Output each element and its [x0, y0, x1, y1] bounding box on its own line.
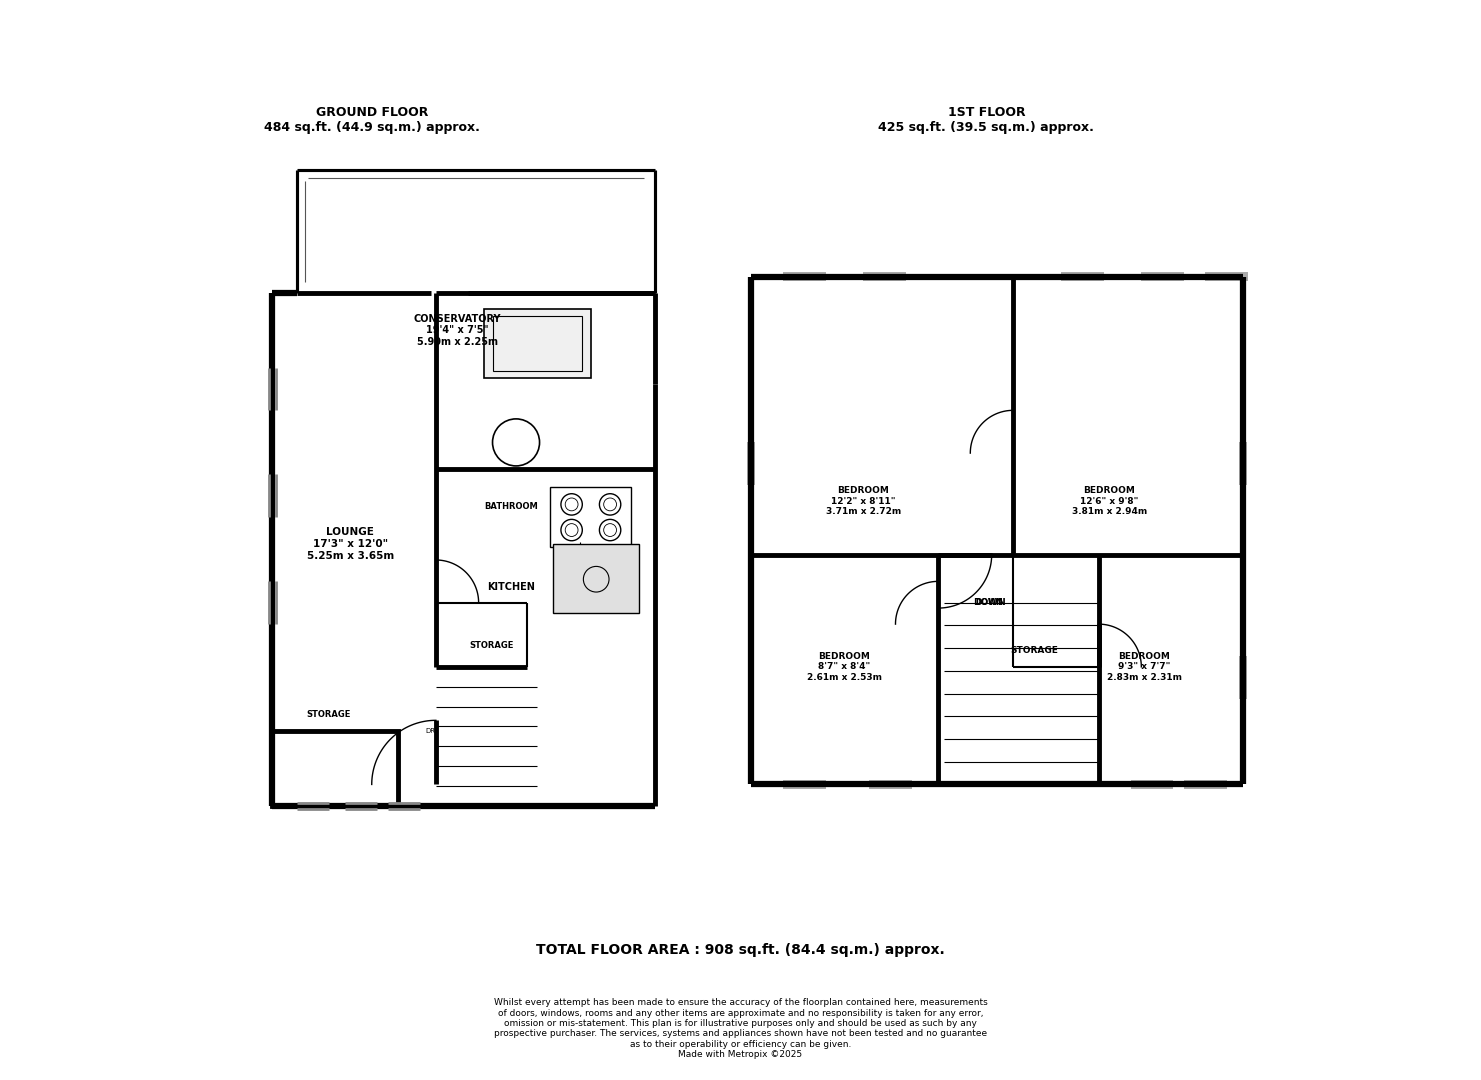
Text: BEDROOM
12'6" x 9'8"
3.81m x 2.94m: BEDROOM 12'6" x 9'8" 3.81m x 2.94m — [1072, 486, 1146, 516]
Text: TOTAL FLOOR AREA : 908 sq.ft. (84.4 sq.m.) approx.: TOTAL FLOOR AREA : 908 sq.ft. (84.4 sq.m… — [536, 943, 945, 957]
Text: BATHROOM: BATHROOM — [484, 502, 538, 511]
Text: 1ST FLOOR
425 sq.ft. (39.5 sq.m.) approx.: 1ST FLOOR 425 sq.ft. (39.5 sq.m.) approx… — [878, 106, 1094, 134]
Bar — [1185, 780, 1226, 788]
Bar — [1130, 780, 1173, 788]
Text: BEDROOM
8'7" x 8'4"
2.61m x 2.53m: BEDROOM 8'7" x 8'4" 2.61m x 2.53m — [807, 652, 881, 681]
Text: KITCHEN: KITCHEN — [487, 582, 535, 592]
Bar — [554, 544, 638, 613]
Bar — [1142, 272, 1185, 281]
Text: STORAGE: STORAGE — [1010, 646, 1059, 656]
Bar — [869, 780, 911, 788]
Bar — [1238, 657, 1247, 699]
Bar — [1062, 272, 1103, 281]
Bar — [1238, 443, 1247, 485]
Bar — [484, 309, 591, 378]
Text: CONSERVATORY
19'4" x 7'5"
5.90m x 2.25m: CONSERVATORY 19'4" x 7'5" 5.90m x 2.25m — [413, 313, 501, 347]
Bar — [551, 487, 631, 548]
Bar — [783, 272, 826, 281]
Bar — [783, 780, 826, 788]
Bar — [863, 272, 906, 281]
Text: DOWN: DOWN — [976, 598, 1004, 607]
Text: STORAGE: STORAGE — [307, 711, 351, 719]
Text: BEDROOM
12'2" x 8'11"
3.71m x 2.72m: BEDROOM 12'2" x 8'11" 3.71m x 2.72m — [826, 486, 900, 516]
Bar — [273, 731, 398, 806]
Text: LOUNGE
17'3" x 12'0"
5.25m x 3.65m: LOUNGE 17'3" x 12'0" 5.25m x 3.65m — [307, 527, 394, 561]
Text: STORAGE: STORAGE — [469, 642, 514, 650]
Text: DOWN: DOWN — [973, 598, 1006, 607]
Bar — [746, 443, 755, 485]
Text: BEDROOM
9'3" x 7'7"
2.83m x 2.31m: BEDROOM 9'3" x 7'7" 2.83m x 2.31m — [1106, 652, 1182, 681]
Text: DR: DR — [425, 728, 435, 734]
Text: GROUND FLOOR
484 sq.ft. (44.9 sq.m.) approx.: GROUND FLOOR 484 sq.ft. (44.9 sq.m.) app… — [264, 106, 480, 134]
Text: Whilst every attempt has been made to ensure the accuracy of the floorplan conta: Whilst every attempt has been made to en… — [493, 998, 988, 1059]
Bar — [493, 316, 582, 370]
Bar — [1206, 272, 1248, 281]
